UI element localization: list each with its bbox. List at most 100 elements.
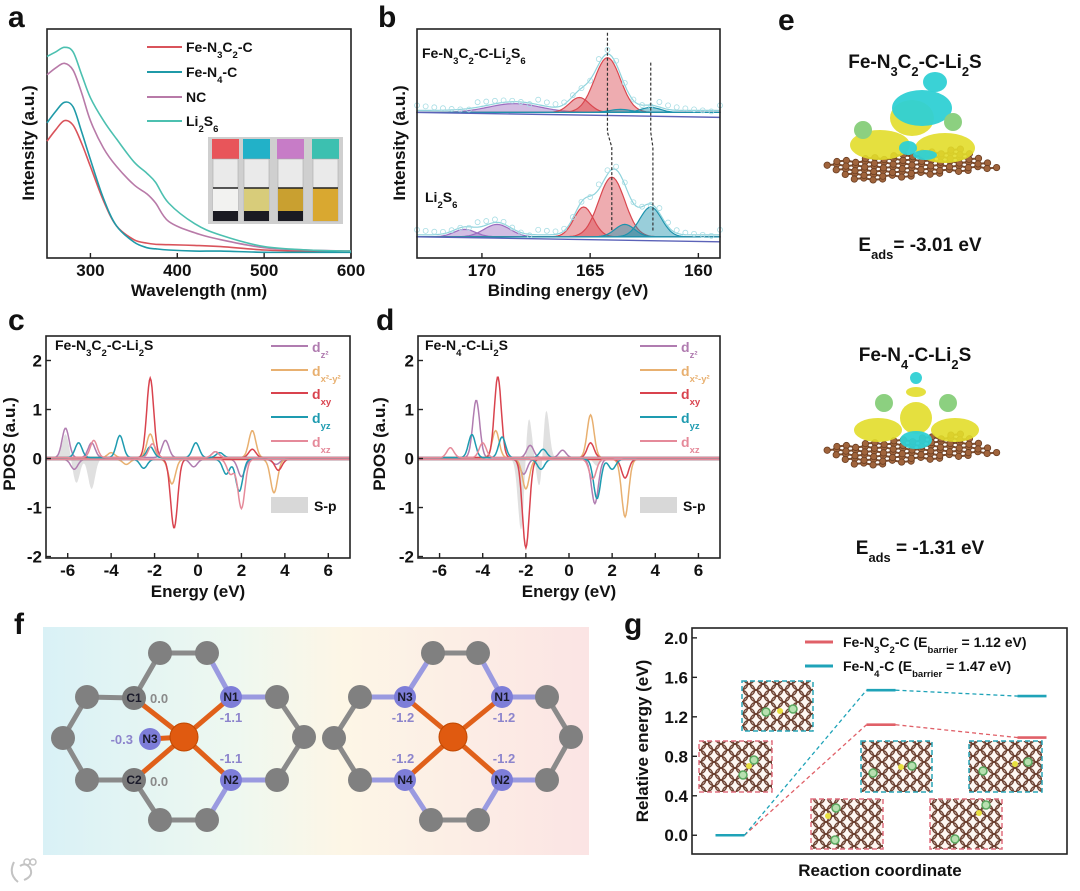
carbon-atom [936,451,944,460]
raw-data-point [630,96,637,103]
panel-label-e: e [778,4,795,37]
carbon-atom [869,176,877,184]
carbon-atom [122,686,146,710]
carbon-atom [879,172,887,180]
carbon-atom [889,160,897,168]
carbon-atom [955,444,963,452]
peak-shift-marker [650,62,654,232]
raw-data-point [517,229,524,236]
y-axis-title: PDOS (a.u.) [370,397,389,491]
raw-data-point [691,106,697,113]
raw-data-point [509,224,516,231]
iron-atom [438,722,468,752]
raw-data-point [587,194,594,200]
raw-data-point [682,105,689,112]
series-line-3-spin-up [46,434,350,459]
carbon-atom [879,457,887,465]
raw-data-point [448,227,455,234]
baseline-1 [416,236,721,243]
raw-data-point [543,227,550,234]
vial-cap [212,139,239,159]
panel-f-background [43,627,589,855]
inset-fe-n4-transition [860,740,933,793]
carbon-atom [148,641,172,665]
x-axis-title: Wavelength (nm) [131,281,267,300]
atom-label: C1 [126,691,142,705]
carbon-atom [899,156,907,164]
carbon-atom [842,447,850,455]
peak-shift-marker [606,32,613,232]
carbon-atom [936,443,945,451]
raw-data-point [422,103,429,110]
vial-sediment [244,211,269,221]
panel-label-f: f [14,608,25,641]
carbon-atom [870,452,878,461]
x-tick-label: 600 [337,261,365,280]
atom-label: N4 [397,773,413,787]
x-tick-label: -4 [104,561,120,580]
vial-cap [277,139,304,159]
raw-data-point [431,228,438,235]
carbon-atom [148,808,172,832]
carbon-atom [559,725,583,749]
carbon-atom [898,165,906,173]
raw-data-point [656,99,663,105]
legend-label: dx²-y² [681,363,710,385]
series-line-4-spin-down [418,458,720,480]
raw-data-point [621,80,628,86]
vials-photo-inset [208,137,343,224]
carbon-atom [850,460,858,468]
carbon-atom [823,446,831,454]
carbon-atom [897,458,906,466]
raw-data-point [561,225,568,232]
charge-depletion-isosurface [899,141,917,155]
carbon-atom [852,443,860,451]
carbon-atom [945,448,954,456]
x-tick-label: 300 [76,261,104,280]
carbon-atom [292,725,316,749]
carbon-atom [833,442,841,451]
carbon-atom [265,685,289,709]
plot-frame [46,28,352,259]
raw-data-point [569,214,576,220]
y-tick-label: -1 [399,499,414,518]
charge-depletion-isosurface [892,90,952,126]
bader-charge-label: -0.3 [111,732,133,747]
raw-data-point [578,198,585,205]
carbon-atom [861,163,869,171]
x-tick-label: 0 [193,561,202,580]
raw-data-point [699,107,706,114]
panel-e-charge-density: Fe-N3C2-C-Li2S Eads= -3.01 eV Fe-N4-C-Li… [823,52,1001,565]
carbon-atom [75,768,99,792]
series-line-0-spin-down [418,458,720,506]
lithium-atom [939,394,957,412]
raw-data-point [440,228,446,235]
x-tick-label: 165 [576,261,604,280]
panel-label-c: c [8,304,25,337]
vial-cap [312,139,339,159]
li-atom-markers [738,704,1033,845]
carbon-atom [964,164,972,172]
y-tick-label: 0 [33,450,42,469]
carbon-atom [897,173,906,181]
sample-label-fe-n3c2: Fe-N3C2-C-Li2S6 [422,45,526,67]
molecule-fe-n4-li2s [823,372,1001,469]
x-tick-label: 0 [564,561,573,580]
carbon-atom [917,451,925,459]
legend-label: dxy [681,386,701,408]
charge-accumulation-isosurface [854,418,902,442]
carbon-atom [870,159,879,167]
carbon-atom [195,808,219,832]
series-line-4-spin-up [418,441,720,459]
atom-label: N1 [223,690,239,704]
structure-insets [698,680,1043,850]
legend: Fe-N3C2-C (Ebarrier = 1.12 eV) Fe-N4-C (… [805,634,1027,680]
panel-b-xps-chart: Binding energy (eV) Intensity (a.u.) Fe-… [390,28,723,300]
adsorption-energy-1: Eads= -3.01 eV [858,235,981,262]
panel-c-pdos-chart: Energy (eV) PDOS (a.u.) Fe-N3C2-C-Li2S d… [0,335,351,601]
carbon-atom [974,160,982,168]
carbon-atom [879,449,888,457]
carbon-atom [964,449,972,457]
x-tick-label: -2 [147,561,162,580]
